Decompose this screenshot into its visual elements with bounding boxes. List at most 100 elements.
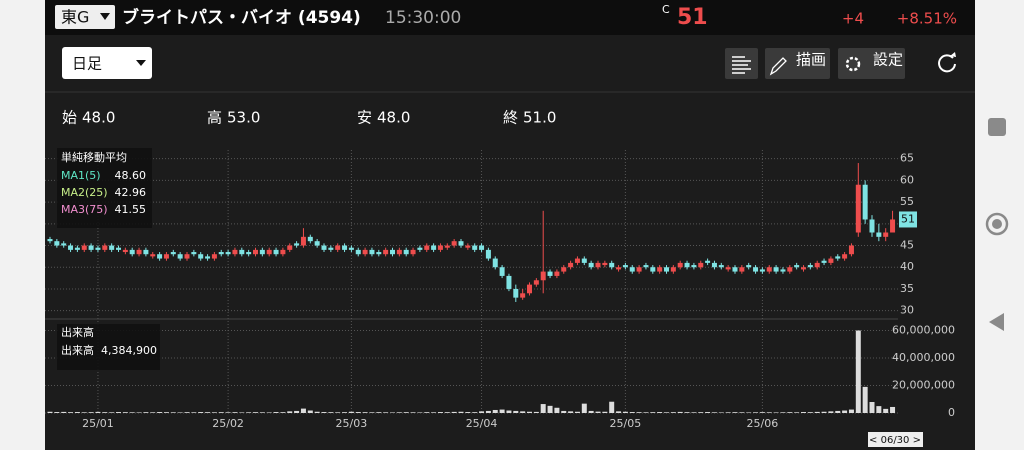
volume-bar — [472, 412, 478, 413]
market: 東G — [61, 8, 89, 27]
volume-bar — [547, 405, 553, 413]
candle-body — [506, 275, 512, 289]
volume-bar — [595, 411, 601, 413]
candle-body — [657, 267, 663, 272]
candle-body — [568, 262, 574, 268]
candle-body — [828, 258, 834, 263]
volume-bar — [458, 411, 464, 413]
ohlc-value: 53.0 — [227, 109, 260, 127]
candle-body — [664, 267, 669, 272]
period-select[interactable] — [62, 47, 152, 79]
candle-body — [294, 243, 300, 246]
candle-body — [259, 249, 265, 255]
candle-body — [588, 262, 594, 268]
volume-bar — [657, 412, 663, 413]
price: 51 — [677, 5, 708, 30]
volume-bar — [622, 411, 628, 413]
candle-body — [622, 265, 628, 268]
candle-body — [218, 252, 224, 255]
candle-body — [239, 249, 245, 255]
volume-bar — [280, 412, 286, 413]
volume-bar — [602, 411, 608, 413]
candle-body — [300, 236, 306, 246]
candle-body — [814, 262, 820, 268]
volume-title: 出来高 — [61, 325, 94, 339]
volume-bar — [61, 411, 67, 413]
refresh-icon[interactable] — [938, 54, 956, 73]
candle-body — [718, 265, 724, 268]
ma-name: MA2(25) — [61, 186, 108, 199]
price-tag-bg — [899, 211, 917, 228]
candle-body — [698, 262, 704, 268]
volume-bar — [492, 409, 498, 413]
volume-bar — [431, 412, 437, 413]
candle-body — [479, 245, 485, 250]
candle-body — [225, 252, 231, 255]
candle-body — [890, 219, 896, 233]
volume-bar — [109, 412, 115, 413]
ohlc-label: 始 — [62, 109, 77, 127]
ohlc-value: 51.0 — [523, 109, 556, 127]
volume-tick-label: 0 — [948, 406, 955, 419]
candle-body — [842, 254, 848, 259]
nav-recent[interactable] — [988, 118, 1006, 136]
volume-bar — [835, 410, 841, 413]
candle-body — [574, 258, 580, 263]
volume-bar — [307, 410, 313, 413]
candle-body — [136, 249, 142, 255]
candle-body — [61, 243, 67, 246]
candle-body — [246, 252, 252, 255]
candle-body — [821, 260, 827, 263]
volume-bar — [232, 412, 238, 413]
volume-bar — [68, 412, 74, 413]
volume-bar — [862, 386, 868, 413]
candle-body — [451, 241, 457, 246]
volume-bar — [246, 412, 252, 413]
volume-bar — [670, 412, 676, 413]
settings-button[interactable] — [838, 48, 905, 79]
volume-bar — [753, 412, 759, 413]
draw-button[interactable] — [765, 48, 830, 79]
ohlc-label: 終 — [503, 109, 518, 127]
time: 15:30:00 — [385, 8, 461, 28]
indicator-button[interactable] — [725, 48, 758, 79]
price-tag: 51 — [901, 212, 915, 225]
candle-body — [74, 247, 80, 250]
volume-bar — [718, 412, 724, 413]
nav-back[interactable] — [989, 313, 1004, 331]
cursor-date-bg — [868, 432, 923, 447]
candle-body — [184, 254, 190, 259]
volume-bar — [198, 412, 204, 413]
nav-home[interactable] — [985, 212, 1009, 236]
volume-label: 出来高 — [61, 343, 94, 357]
ma-value: 42.96 — [115, 186, 147, 199]
volume-bar — [163, 412, 169, 413]
x-tick-label: 25/03 — [336, 417, 368, 430]
settings-label: 設定 — [873, 51, 903, 69]
candle-body — [499, 267, 505, 276]
candle-body — [835, 256, 841, 259]
gear-icon — [845, 56, 861, 72]
market-select[interactable] — [55, 5, 115, 29]
candle-body — [629, 267, 635, 272]
candle-body — [342, 245, 348, 250]
volume-tick-label: 40,000,000 — [892, 351, 955, 364]
y-tick-label: 40 — [900, 260, 914, 273]
ohlc-label: 高 — [207, 109, 222, 127]
volume-bar — [410, 412, 416, 413]
volume-bar — [588, 410, 594, 413]
volume-bar — [88, 412, 94, 413]
volume-bar — [266, 412, 272, 413]
nav-home-dot — [992, 219, 1002, 229]
volume-bar — [424, 412, 430, 413]
candle-body — [444, 245, 450, 248]
volume-bar — [739, 412, 745, 413]
pencil-icon — [769, 57, 787, 76]
volume-bar — [876, 406, 882, 413]
volume-bar — [821, 411, 827, 413]
volume-bar — [581, 403, 587, 413]
indicator-icon — [732, 56, 751, 74]
volume-bar — [225, 412, 231, 413]
candle-body — [759, 269, 765, 272]
